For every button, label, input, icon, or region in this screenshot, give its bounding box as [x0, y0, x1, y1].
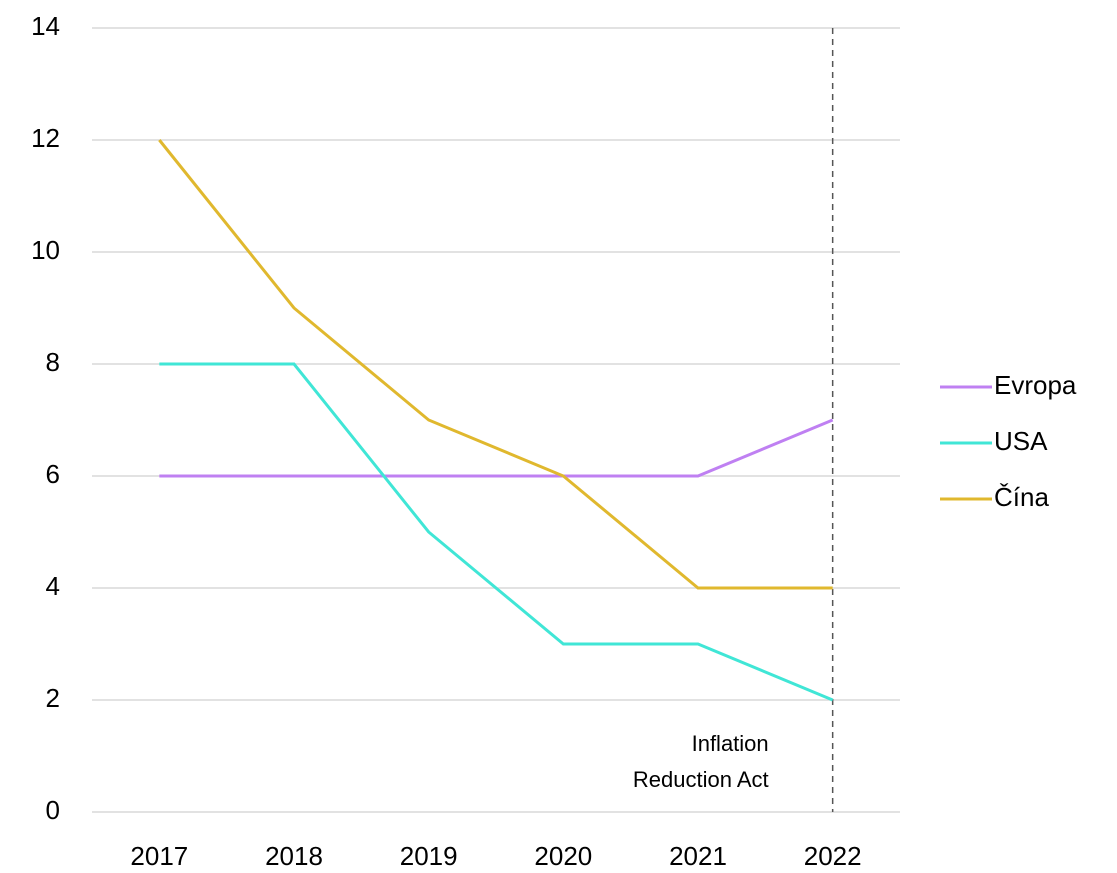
x-tick-label: 2019: [400, 841, 458, 871]
x-tick-label: 2021: [669, 841, 727, 871]
x-tick-label: 2017: [130, 841, 188, 871]
y-tick-label: 12: [31, 123, 60, 153]
y-tick-label: 4: [46, 571, 60, 601]
y-tick-label: 10: [31, 235, 60, 265]
y-tick-label: 0: [46, 795, 60, 825]
x-tick-label: 2020: [534, 841, 592, 871]
annotation-text: Reduction Act: [633, 767, 769, 792]
y-tick-label: 8: [46, 347, 60, 377]
y-tick-label: 2: [46, 683, 60, 713]
y-tick-label: 14: [31, 11, 60, 41]
x-tick-label: 2018: [265, 841, 323, 871]
legend-label: USA: [994, 426, 1048, 456]
series-line: [158, 139, 833, 590]
series-line: [159, 418, 834, 478]
legend-label: Evropa: [994, 370, 1077, 400]
y-tick-label: 6: [46, 459, 60, 489]
legend-label: Čína: [994, 482, 1049, 512]
series-line: [159, 362, 834, 702]
annotation-text: Inflation: [692, 731, 769, 756]
x-tick-label: 2022: [804, 841, 862, 871]
